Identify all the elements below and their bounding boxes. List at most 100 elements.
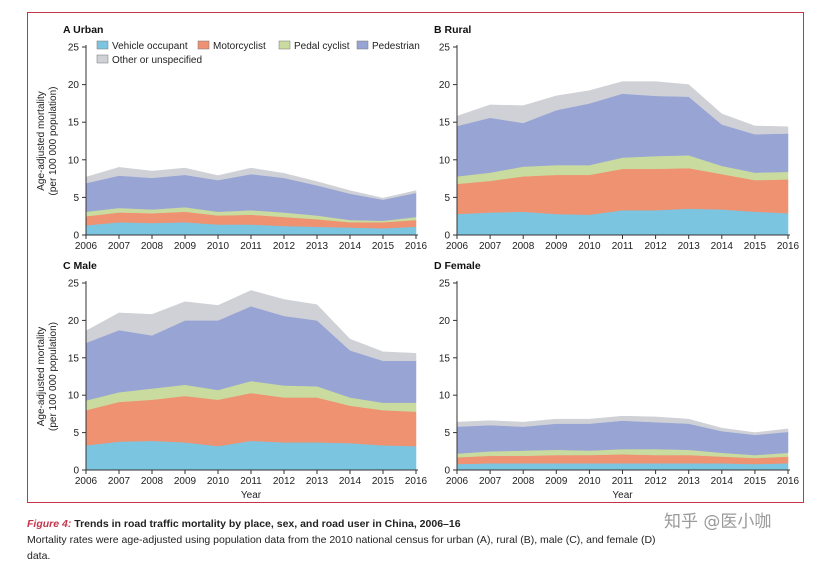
x-tick-label-a: 2011 [240,241,262,252]
y-tick-label-d: 10 [439,391,451,402]
x-tick-label-d: 2009 [545,476,568,487]
x-tick-label-d: 2007 [479,476,502,487]
x-tick-label-d: 2008 [512,476,535,487]
x-tick-label-d: 2013 [678,476,701,487]
x-tick-label-d: 2015 [744,476,767,487]
x-tick-label-a: 2008 [141,241,164,252]
x-tick-label-b: 2009 [545,241,568,252]
panel-title-c: C Male [63,260,97,272]
x-tick-label-b: 2012 [644,241,667,252]
y-tick-label-b: 20 [439,80,451,91]
legend-label-pedal-cyclist: Pedal cyclist [294,41,350,52]
watermark: 知乎 @医小咖 [664,512,772,532]
y-tick-label-c: 15 [68,353,80,364]
figure-frame [27,12,804,503]
legend-label-motorcyclist: Motorcyclist [213,41,266,52]
figure-caption: Figure 4: Trends in road traffic mortali… [27,516,667,564]
y-tick-label-c: 25 [68,279,80,290]
legend-swatch-motorcyclist [197,40,210,50]
y-axis-subtitle-c: (per 100 000 population) [48,322,59,431]
panel-title-b: B Rural [434,24,471,36]
area-b-vehicle-occupant [456,208,789,236]
y-tick-label-c: 0 [73,466,79,477]
y-axis-subtitle-a: (per 100 000 population) [48,87,59,196]
x-tick-label-a: 2016 [405,241,428,252]
x-tick-label-d: 2006 [446,476,469,487]
area-d-other-unspecified [456,415,789,436]
x-tick-label-c: 2012 [273,476,296,487]
legend-label-pedestrian: Pedestrian [372,41,420,52]
x-axis-title-c: Year [241,490,262,501]
x-tick-label-d: 2016 [777,476,800,487]
x-tick-label-b: 2008 [512,241,535,252]
figure-label: Figure 4: [27,518,72,530]
x-tick-label-b: 2014 [711,241,734,252]
x-axis-title-d: Year [612,490,633,501]
x-tick-label-a: 2013 [306,241,329,252]
y-tick-label-b: 15 [439,118,451,129]
x-tick-label-c: 2013 [306,476,329,487]
x-tick-label-c: 2008 [141,476,164,487]
x-tick-label-c: 2016 [405,476,428,487]
x-tick-label-a: 2006 [75,241,98,252]
legend-label-other-unspecified: Other or unspecified [112,55,202,66]
x-tick-label-a: 2015 [372,241,395,252]
area-b-other-unspecified [456,81,789,135]
x-tick-label-c: 2015 [372,476,395,487]
legend-swatch-other-unspecified [96,54,109,64]
panel-title-d: D Female [434,260,481,272]
x-tick-label-a: 2014 [339,241,362,252]
y-tick-label-a: 15 [68,118,80,129]
x-tick-label-b: 2006 [446,241,469,252]
x-tick-label-a: 2012 [273,241,296,252]
y-tick-label-d: 25 [439,279,451,290]
x-tick-label-b: 2013 [678,241,701,252]
legend-swatch-pedestrian [356,40,369,50]
x-tick-label-c: 2010 [207,476,230,487]
area-c-vehicle-occupant [85,440,417,471]
panel-title-a: A Urban [63,24,103,36]
x-tick-label-b: 2016 [777,241,800,252]
y-tick-label-a: 10 [68,155,80,166]
legend-swatch-pedal-cyclist [278,40,291,50]
x-tick-label-c: 2009 [174,476,197,487]
x-tick-label-a: 2007 [108,241,131,252]
x-tick-label-d: 2014 [711,476,734,487]
x-tick-label-a: 2010 [207,241,230,252]
area-c-other-unspecified [85,290,417,362]
x-tick-label-c: 2014 [339,476,362,487]
x-tick-label-c: 2011 [240,476,262,487]
y-tick-label-d: 15 [439,353,451,364]
y-tick-label-a: 20 [68,80,80,91]
y-tick-label-d: 5 [444,428,450,439]
y-tick-label-a: 5 [73,193,79,204]
y-tick-label-d: 0 [444,466,450,477]
legend-swatch-vehicle-occupant [96,40,109,50]
y-tick-label-a: 25 [68,43,80,54]
x-tick-label-a: 2009 [174,241,197,252]
y-tick-label-c: 10 [68,391,80,402]
y-axis-title-c: Age-adjusted mortality [36,327,47,427]
figure-note: Mortality rates were age-adjusted using … [27,534,656,562]
area-a-other-unspecified [85,167,417,200]
y-tick-label-c: 5 [73,428,79,439]
x-tick-label-d: 2010 [578,476,601,487]
y-tick-label-d: 20 [439,316,451,327]
y-tick-label-b: 10 [439,155,451,166]
x-tick-label-d: 2012 [644,476,667,487]
y-tick-label-b: 25 [439,43,451,54]
area-d-vehicle-occupant [456,463,789,471]
x-tick-label-d: 2011 [612,476,634,487]
x-tick-label-c: 2006 [75,476,98,487]
figure-title: Trends in road traffic mortality by plac… [71,518,461,530]
y-tick-label-b: 5 [444,193,450,204]
y-axis-title-a: Age-adjusted mortality [36,91,47,191]
legend-label-vehicle-occupant: Vehicle occupant [112,41,188,52]
x-tick-label-b: 2007 [479,241,502,252]
x-tick-label-b: 2015 [744,241,767,252]
y-tick-label-b: 0 [444,231,450,242]
y-tick-label-c: 20 [68,316,80,327]
y-tick-label-a: 0 [73,231,79,242]
x-tick-label-c: 2007 [108,476,131,487]
